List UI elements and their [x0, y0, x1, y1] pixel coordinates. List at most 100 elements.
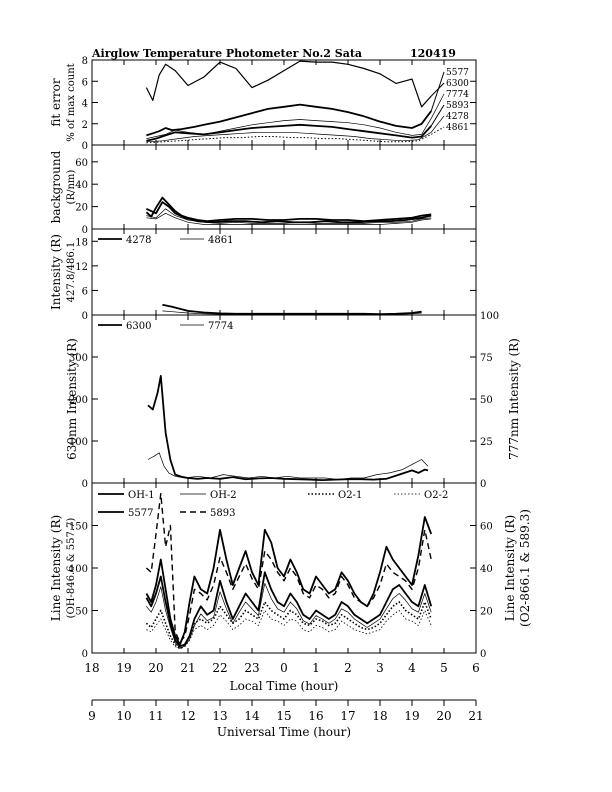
local-time-tick-label: 2: [344, 661, 352, 675]
panel-background: 0 20 40 60 background (R/nm): [49, 144, 477, 236]
figure-date-code: 120419: [410, 47, 456, 60]
legend-label: 6300: [446, 79, 469, 89]
y-axis-label: fit error: [49, 78, 63, 126]
series-group: [145, 492, 433, 650]
y-axis-label: (R/nm): [66, 170, 77, 205]
y-tick-label: 8: [82, 56, 88, 67]
local-time-tick-label: 18: [84, 661, 99, 675]
local-time-tick-label: 20: [148, 661, 163, 675]
y-tick-label: 4: [82, 99, 88, 110]
y-tick-label: 200: [69, 395, 88, 406]
series-group: [145, 60, 432, 144]
y-tick-label-right: 20: [480, 607, 493, 618]
universal-time-axis-label: Universal Time (hour): [217, 725, 351, 739]
y-axis-label: % of max count: [66, 63, 77, 141]
legend-leader: [430, 104, 445, 127]
universal-time-tick-label: 16: [308, 709, 323, 723]
universal-time-tick-label: 15: [276, 709, 291, 723]
universal-time-tick-label: 10: [116, 709, 131, 723]
y-axis-label: 427.8/486.1: [66, 242, 77, 303]
legend-leader: [430, 82, 445, 97]
universal-time-tick-label: 12: [180, 709, 195, 723]
local-time-tick-label: 22: [212, 661, 227, 675]
y-tick-label: 100: [69, 564, 88, 575]
series-group: [145, 196, 432, 225]
series-line-5577: [145, 516, 433, 646]
series-line-7774: [146, 118, 432, 139]
local-time-axis-label: Local Time (hour): [230, 679, 339, 693]
y-tick-label: 300: [69, 353, 88, 364]
panel-frame: [91, 314, 477, 484]
y-tick-label: 100: [69, 437, 88, 448]
y-axis-label: background: [49, 150, 63, 223]
legend-label: 7774: [446, 90, 469, 100]
local-time-tick-label: 23: [244, 661, 259, 675]
y-tick-label: 40: [75, 180, 88, 191]
series-line-4861: [146, 133, 432, 144]
y-tick-label: 20: [75, 203, 88, 214]
legend-label: 4278: [446, 112, 469, 122]
series-line-4861: [162, 310, 422, 315]
y-tick-label: 2: [82, 120, 88, 131]
series-line-6300: [145, 60, 432, 108]
series-line-7774: [146, 208, 432, 224]
universal-time-tick-label: 18: [372, 709, 387, 723]
panel-oh-o2-lines: 0 50 100 150 0 20 40 60 Line Intensity (R) (OH-84…: [49, 482, 532, 660]
legend-label: 5893: [446, 101, 469, 111]
legend-label: 5577: [446, 68, 469, 78]
legend-leader: [430, 126, 445, 135]
y-tick-label: 50: [75, 607, 88, 618]
y-tick-label-right: 100: [480, 311, 499, 322]
y-tick-label-right: 0: [480, 479, 486, 490]
legend-leader: [430, 71, 445, 112]
y-axis-label: (OH-846.6 & 557.7): [66, 518, 77, 619]
universal-time-tick-label: 14: [244, 709, 260, 723]
panel-intensity-4278-4861: 0 6 12 18 Intensity (R) 427.8/486.1 4278 4861: [49, 228, 477, 322]
y-tick-label: 0: [82, 311, 88, 322]
y-tick-label-right: 25: [480, 437, 493, 448]
series-line-6300: [146, 201, 432, 224]
y-axis-label: Line Intensity (R): [49, 515, 63, 621]
local-time-tick-label: 4: [408, 661, 416, 675]
y-tick-label: 150: [69, 522, 88, 533]
legend-label: OH-1: [128, 490, 155, 501]
y-tick-label-right: 60: [480, 522, 493, 533]
legend-label: O2-1: [338, 490, 362, 501]
universal-time-tick-label: 13: [212, 709, 227, 723]
y-tick-label-right: 40: [480, 564, 493, 575]
series-line-4278: [146, 212, 432, 225]
panel-fit-error: 0 2 4 6 8 fit error% of max count 557763007774…: [49, 56, 477, 152]
legend-leader: [430, 93, 445, 119]
legend-label: 4861: [446, 123, 469, 133]
local-time-tick-label: 19: [116, 661, 131, 675]
y-tick-label: 60: [75, 158, 88, 169]
y-tick-label: 0: [82, 141, 88, 152]
legend-label: OH-2: [210, 490, 237, 501]
universal-time-tick-label: 17: [340, 709, 355, 723]
legend-label: 4861: [208, 235, 233, 246]
local-time-tick-label: 3: [376, 661, 384, 675]
figure-title: Airglow Temperature Photometer No.2 Sata: [91, 47, 362, 60]
y-axis-label-right: (O2-866.1 & 589.3): [518, 509, 532, 627]
y-tick-label-right: 75: [480, 353, 493, 364]
universal-time-tick-label: 11: [148, 709, 163, 723]
local-time-tick-label: 5: [440, 661, 448, 675]
series-line-5577: [145, 196, 432, 223]
y-tick-label-right: 50: [480, 395, 493, 406]
legend-leader: [430, 115, 445, 133]
y-tick-label: 12: [75, 262, 88, 273]
y-axis-label: 630nm Intensity (R): [65, 338, 79, 460]
local-time-tick-label: 1: [312, 661, 320, 675]
universal-time-tick-label: 20: [436, 709, 451, 723]
universal-time-tick-label: 9: [88, 709, 96, 723]
legend-label: 5577: [128, 508, 153, 519]
y-tick-label: 0: [82, 649, 88, 660]
y-tick-label: 0: [82, 479, 88, 490]
series-line-5577: [146, 103, 432, 137]
series-line-oh-1: [145, 571, 433, 648]
local-time-tick-label: 6: [472, 661, 480, 675]
universal-time-tick-label: 21: [468, 709, 483, 723]
series-group: [162, 303, 422, 315]
